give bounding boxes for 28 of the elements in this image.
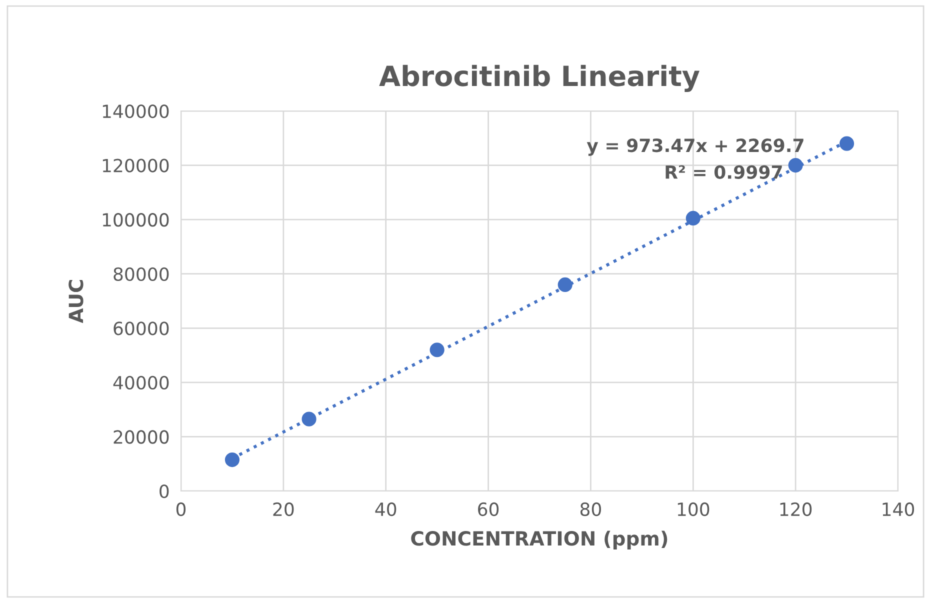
x-tick-label: 80 [580,502,602,516]
point [430,342,444,358]
x-tick-label: 0 [176,502,186,516]
point [788,158,803,173]
point [558,277,572,292]
x-tick-label: 60 [478,502,499,516]
y-tick-label: 140000 [102,104,169,118]
x-tick-label: 140 [882,502,914,516]
point [686,210,700,226]
x-tick-label: 100 [678,502,710,516]
y-tick-label: 120000 [102,158,169,172]
point [302,412,316,426]
y-axis-title: AUC [68,280,84,324]
y-tick-label: 40000 [113,376,169,390]
annotation: R² = 0.9997 [666,165,782,179]
y-tick-label: 60000 [114,322,169,336]
annotation: y = 973.47x + 2269.7 [586,138,804,156]
chart-title: Abrocitinib Linearity [379,64,700,92]
x-tick-label: 40 [375,502,396,516]
x-axis-title: CONCENTRATION (ppm) [411,530,668,550]
y-tick-label: 20000 [114,430,169,444]
y-tick-label: 80000 [114,267,169,281]
point [840,136,854,151]
x-tick-label: 120 [780,502,812,516]
point [224,452,240,468]
x-tick-label: 20 [273,502,294,516]
y-tick-label: 0 [160,484,169,498]
y-tick-label: 100000 [102,213,169,227]
